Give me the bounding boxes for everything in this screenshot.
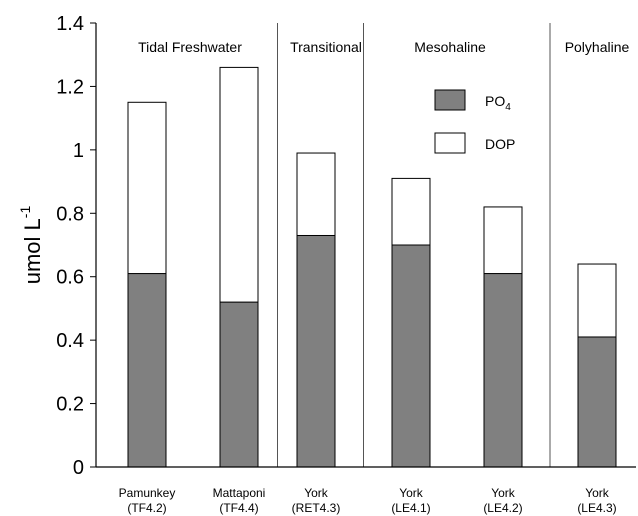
plot-area: Tidal Freshwater Transitional Mesohaline Po… xyxy=(56,13,636,515)
y-tick-label: 0 xyxy=(73,457,84,479)
legend: PO4 DOP xyxy=(434,89,515,154)
y-axis-title: umol L-1 xyxy=(17,206,45,285)
bar-dop xyxy=(577,263,617,338)
y-tick-label: 1.2 xyxy=(56,76,84,98)
y-tick-label: 1.4 xyxy=(56,13,84,35)
bar-po4 xyxy=(391,244,431,468)
category-label: (RET4.3) xyxy=(292,501,341,515)
bar-po4 xyxy=(127,273,167,468)
region-label: Polyhaline xyxy=(565,39,630,55)
y-tick-label: 0.2 xyxy=(56,394,84,416)
legend-swatch-po4 xyxy=(434,89,466,111)
region-label: Transitional xyxy=(290,39,362,55)
legend-label-po4: PO4 xyxy=(485,93,511,113)
legend-swatch-dop xyxy=(434,132,466,154)
bar-po4 xyxy=(483,273,523,468)
category-label: Pamunkey xyxy=(119,486,176,500)
region-label: Mesohaline xyxy=(414,39,486,55)
category-label: (TF4.4) xyxy=(219,501,258,515)
y-tick-label: 0.6 xyxy=(56,267,84,289)
legend-label-dop: DOP xyxy=(485,136,515,152)
y-tick-label: 1 xyxy=(73,140,84,162)
bar-po4 xyxy=(296,234,336,468)
bar-po4 xyxy=(219,301,259,468)
category-label: Mattaponi xyxy=(213,486,266,500)
bar-dop xyxy=(391,177,431,246)
category-label: York xyxy=(399,486,424,500)
category-label: (LE4.2) xyxy=(483,501,522,515)
bar-dop xyxy=(296,152,336,236)
y-tick-label: 0.8 xyxy=(56,203,84,225)
category-label: (LE4.3) xyxy=(577,501,616,515)
y-tick-label: 0.4 xyxy=(56,330,84,352)
category-label: (TF4.2) xyxy=(127,501,166,515)
bar-po4 xyxy=(577,336,617,468)
category-label: York xyxy=(304,486,329,500)
bar-dop xyxy=(127,101,167,275)
category-label: York xyxy=(491,486,516,500)
category-label: York xyxy=(585,486,610,500)
region-label: Tidal Freshwater xyxy=(138,39,242,55)
bar-dop xyxy=(219,66,259,303)
bar-dop xyxy=(483,206,523,275)
category-label: (LE4.1) xyxy=(391,501,430,515)
